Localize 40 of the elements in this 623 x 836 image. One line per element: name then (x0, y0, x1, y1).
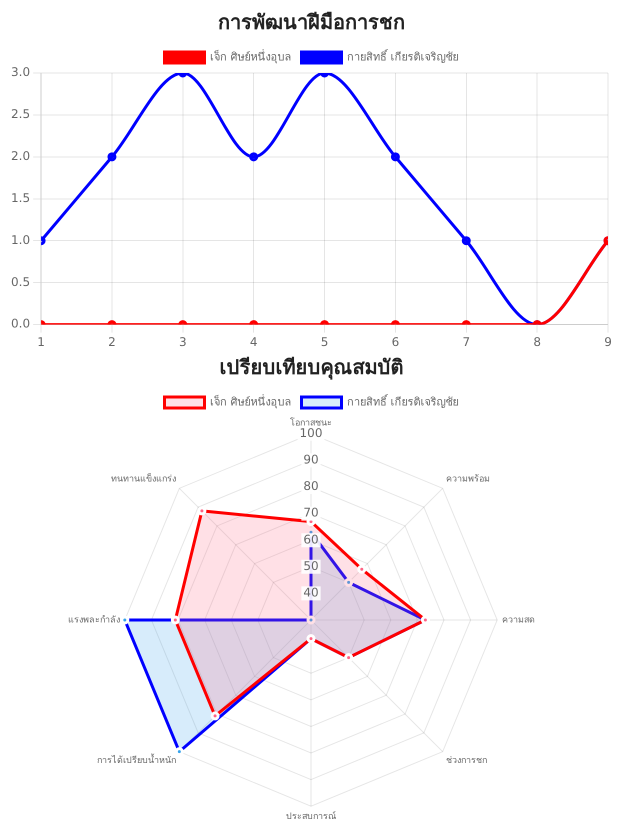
x-tick-label: 7 (462, 334, 470, 349)
y-tick-label: 2.0 (10, 148, 30, 163)
x-tick-label: 9 (604, 334, 612, 349)
spoke-label: แรงพละกำลัง (68, 614, 120, 626)
y-tick-label: 0.0 (10, 316, 30, 331)
y-tick-label: 1.0 (10, 232, 30, 247)
x-tick-label: 5 (320, 334, 328, 349)
spoke-label: ความสด (502, 615, 536, 626)
point (107, 152, 116, 162)
point (462, 236, 471, 246)
legend-label: กายสิทธิ์ เกียรติเจริญชัย (347, 393, 458, 408)
y-tick-label: 50 (303, 558, 319, 573)
y-tick-label: 1.5 (10, 190, 30, 205)
spoke-label: ความพร้อม (446, 474, 490, 485)
y-tick-label: 70 (303, 506, 319, 520)
y-tick-label: 3.0 (10, 65, 30, 80)
y-tick-label: 0.5 (10, 274, 30, 289)
x-tick-label: 3 (178, 334, 187, 349)
legend-label: เจ็ก ศิษย์หนึ่งอุบล (210, 48, 292, 64)
y-tick-label: 80 (303, 479, 319, 494)
point (249, 152, 258, 162)
legend-label: เจ็ก ศิษย์หนึ่งอุบล (210, 393, 292, 408)
y-tick-label: 2.5 (10, 107, 30, 122)
x-tick-label: 6 (392, 334, 400, 349)
spoke-label: ทนทานแข็งแกร่ง (110, 472, 176, 485)
spoke-label: ประสบการณ์ (286, 810, 336, 822)
y-tick-label: 90 (303, 452, 319, 467)
x-tick-label: 8 (533, 334, 541, 349)
y-tick-label: 100 (300, 426, 322, 440)
legend-label: กายสิทธิ์ เกียรติเจริญชัย (347, 48, 458, 64)
point (390, 152, 400, 162)
spoke-label: ช่วงการชก (446, 756, 488, 766)
x-tick-label: 2 (108, 334, 116, 349)
spoke-label: การได้เปรียบน้ำหนัก (96, 752, 176, 766)
chart-title: เปรียบเทียบคุณสมบัติ (220, 355, 404, 380)
y-tick-label: 60 (303, 532, 319, 546)
chart-title: การพัฒนาฝีมือการชก (218, 10, 405, 34)
x-tick-label: 4 (250, 334, 258, 349)
y-tick-label: 40 (303, 586, 319, 600)
x-tick-label: 1 (37, 334, 45, 349)
